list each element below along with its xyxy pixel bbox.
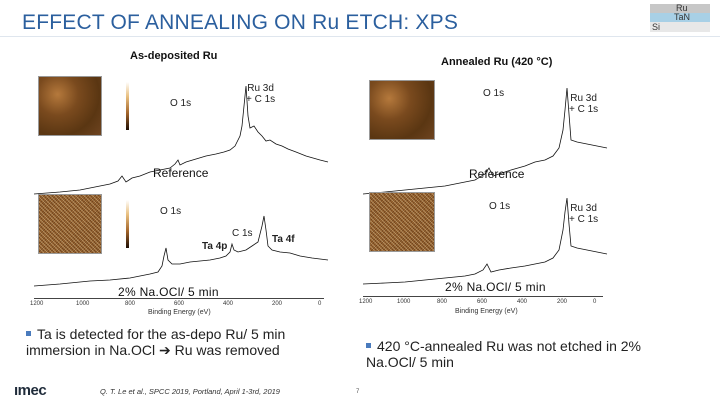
afm-image-asdep-etched [38, 194, 102, 254]
right-x-tick: 800 [437, 299, 448, 305]
bullet-left: Ta is detected for the as-depo Ru/ 5 min… [26, 326, 336, 358]
right-x-tick: 1200 [359, 299, 373, 305]
left-bottom-ta4p-label: Ta 4p [202, 241, 228, 252]
left-x-tick: 200 [272, 301, 283, 307]
left-xps-panel: As-deposited Ru O 1s Ru 3d + C 1s Refere… [30, 46, 330, 318]
right-x-tick: 0 [593, 299, 597, 305]
afm-colorbar [126, 82, 129, 130]
left-x-tick: 400 [223, 301, 234, 307]
bullet-square-icon [26, 331, 31, 336]
left-x-tick: 800 [125, 301, 136, 307]
left-top-ru-label: Ru 3d + C 1s [246, 83, 276, 105]
right-reference-label: Reference [469, 167, 525, 181]
right-panel-header: Annealed Ru (420 °C) [441, 56, 553, 68]
afm-image-annealed [369, 80, 435, 140]
layer-stack-icon: Ru TaN Si [650, 3, 710, 32]
right-x-axis-title: Binding Energy (eV) [455, 308, 518, 315]
left-x-axis [34, 298, 324, 299]
slide-title: EFFECT OF ANNEALING ON Ru ETCH: XPS [22, 11, 459, 34]
left-x-axis-title: Binding Energy (eV) [148, 309, 211, 316]
left-top-spectrum [33, 85, 329, 195]
layer-tan-label: TaN [674, 12, 691, 22]
right-x-tick: 1000 [397, 299, 411, 305]
right-bottom-spectrum [362, 197, 608, 285]
afm-colorbar-2 [126, 200, 129, 248]
page-number: 7 [356, 389, 360, 395]
left-top-o1s-label: O 1s [170, 98, 192, 109]
left-panel-header: As-deposited Ru [130, 50, 218, 62]
left-reference-label: Reference [153, 166, 209, 180]
bullet-right: 420 °C-annealed Ru was not etched in 2% … [366, 338, 656, 370]
right-treatment-label: 2% Na.OCl/ 5 min [445, 280, 546, 294]
left-bottom-o1s-label: O 1s [160, 206, 182, 217]
right-bottom-ru-label: Ru 3d + C 1s [569, 203, 599, 225]
left-bottom-spectrum [33, 215, 329, 287]
left-bottom-ta4f-label: Ta 4f [272, 234, 295, 245]
right-x-tick: 200 [557, 299, 568, 305]
bullet-right-text: 420 °C-annealed Ru was not etched in 2% … [366, 338, 641, 370]
layer-ru-label: Ru [676, 3, 688, 13]
left-x-tick: 0 [318, 301, 322, 307]
title-divider [0, 36, 720, 37]
right-top-spectrum [362, 87, 608, 195]
bullet-square-icon [366, 343, 371, 348]
afm-image-asdep [38, 76, 102, 136]
right-top-o1s-label: O 1s [483, 88, 505, 99]
right-x-tick: 400 [517, 299, 528, 305]
citation: Q. T. Le et al., SPCC 2019, Portland, Ap… [100, 387, 280, 396]
afm-image-annealed-etched [369, 192, 435, 252]
left-x-tick: 1000 [76, 301, 90, 307]
right-x-axis [363, 296, 603, 297]
bullet-left-text: Ta is detected for the as-depo Ru/ 5 min… [26, 326, 286, 358]
left-treatment-label: 2% Na.OCl/ 5 min [118, 285, 219, 299]
left-x-tick: 1200 [30, 301, 44, 307]
imec-logo: ımec [14, 382, 47, 399]
layer-si-label: Si [652, 22, 661, 32]
right-top-ru-label: Ru 3d + C 1s [569, 93, 599, 115]
right-x-tick: 600 [477, 299, 488, 305]
left-x-tick: 600 [174, 301, 185, 307]
left-bottom-c1s-label: C 1s [232, 228, 253, 239]
right-xps-panel: Annealed Ru (420 °C) O 1s Ru 3d + C 1s R… [355, 46, 610, 324]
right-bottom-o1s-label: O 1s [489, 201, 511, 212]
